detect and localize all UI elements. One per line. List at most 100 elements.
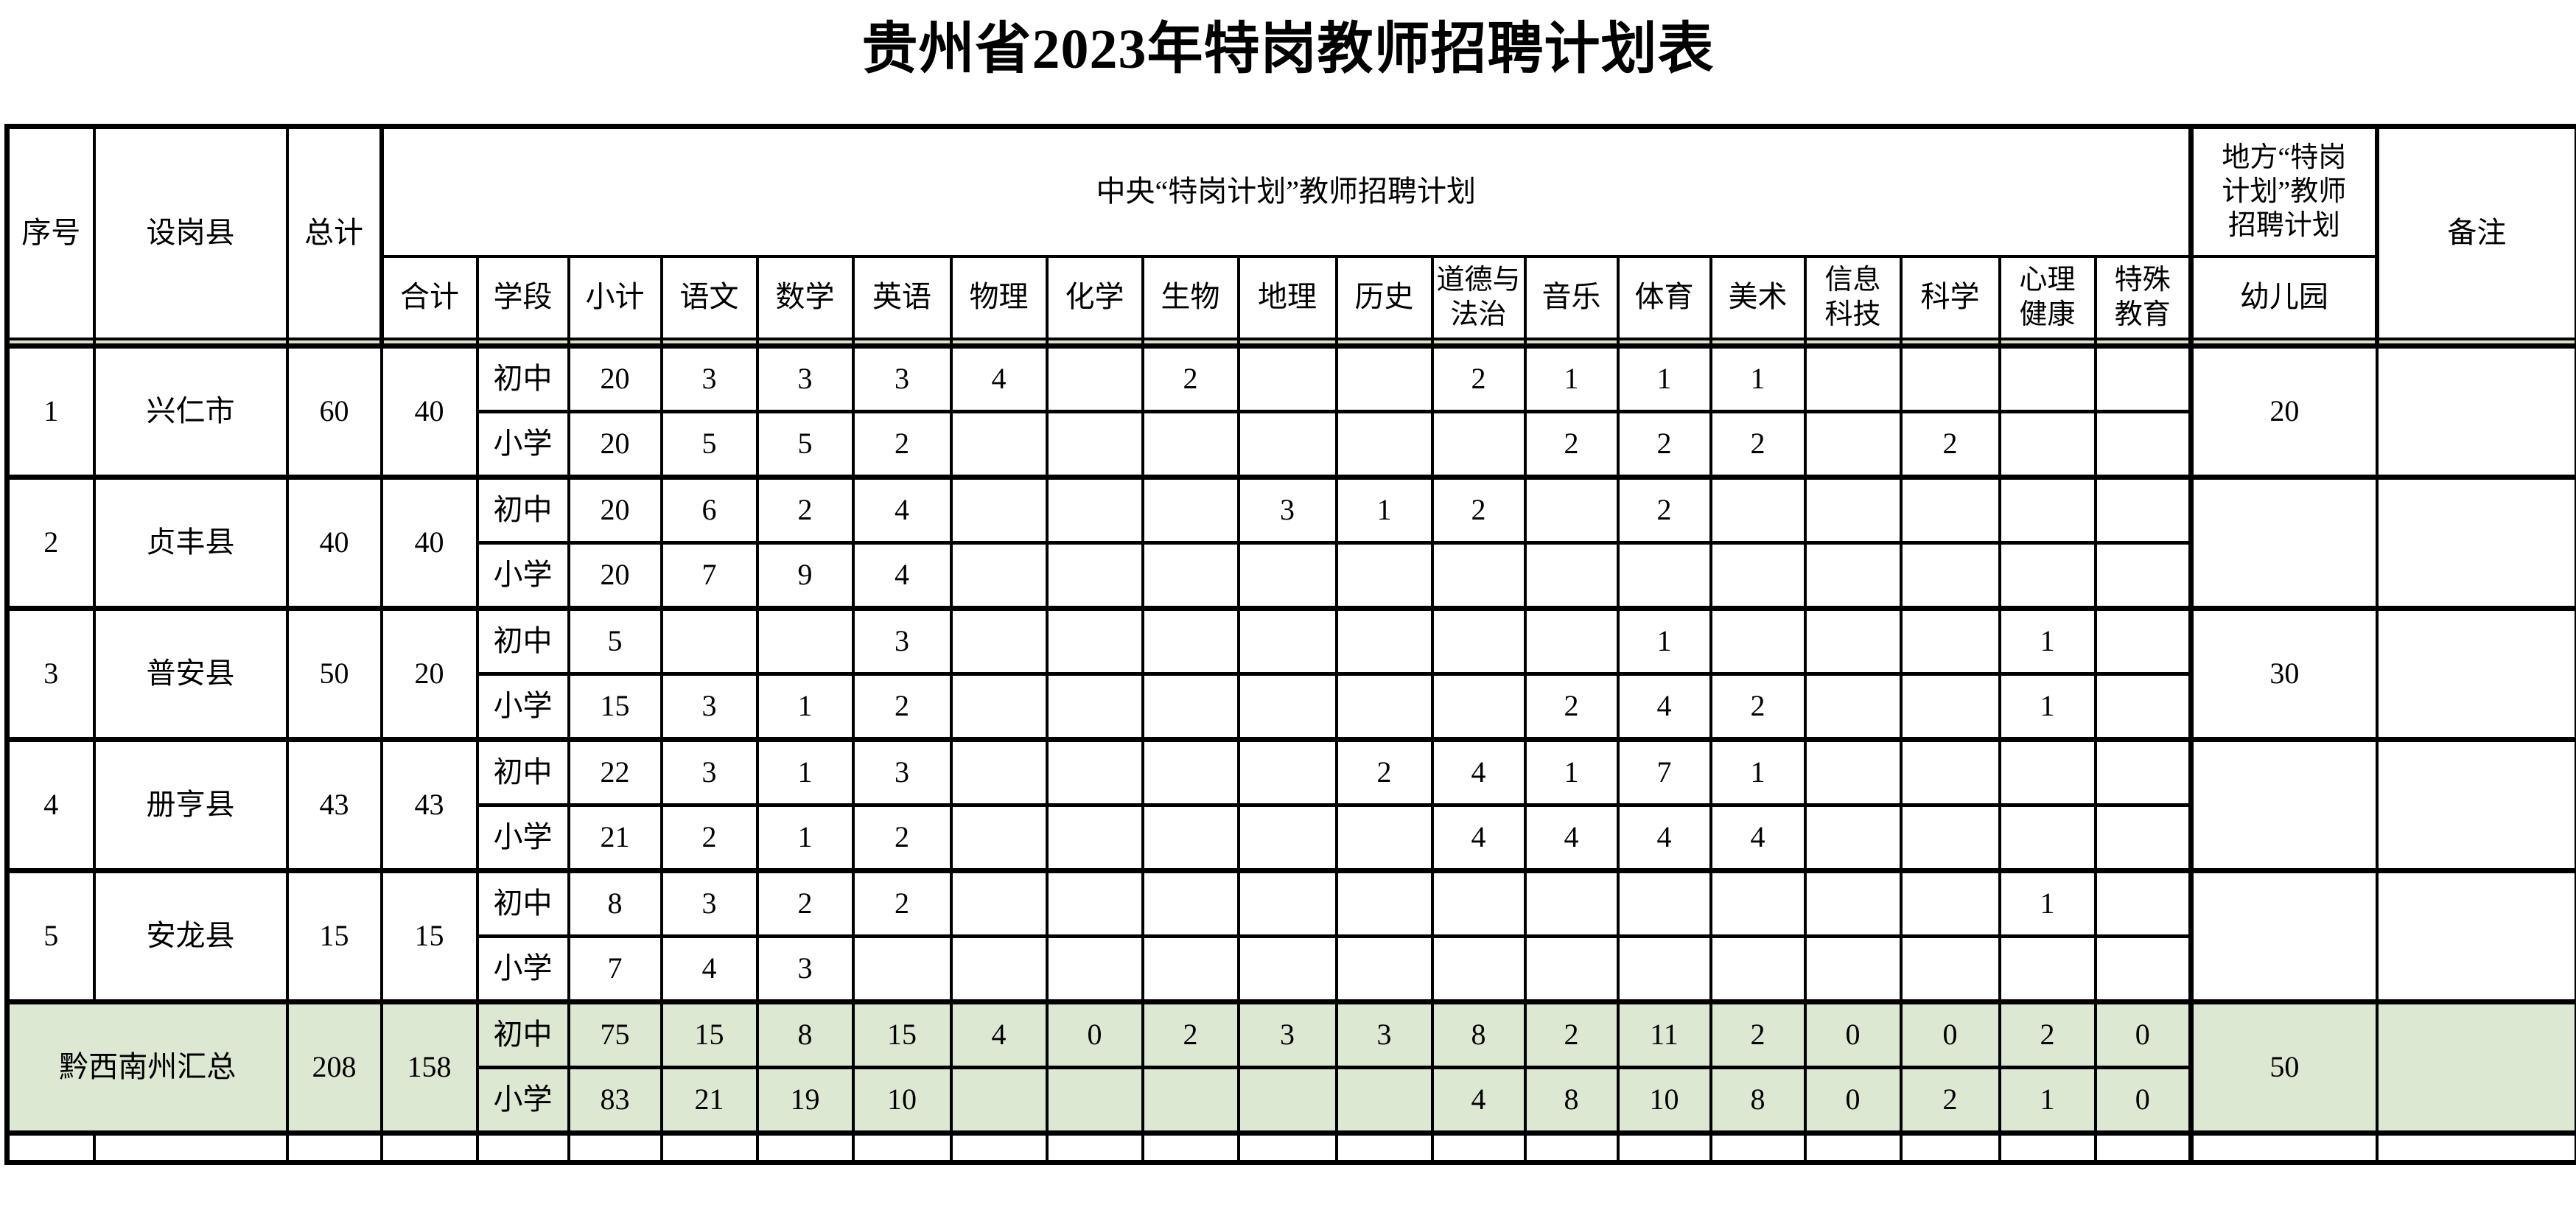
value-cell: 2 xyxy=(851,803,953,873)
value-cell: 1 xyxy=(1334,475,1434,545)
h1: 序号 设岗县 总计 中央“特岗计划”教师招聘计划 地方“特岗 计划”教师 招聘计划 备注 xyxy=(5,125,2576,340)
header-strip-cell xyxy=(475,338,570,349)
value-cell xyxy=(1236,343,1338,413)
data: 1 兴仁市 60 40 初中 20 3 3 3 4 2 2 1 1 1 20 xyxy=(5,343,2576,479)
value-cell xyxy=(1236,1066,1338,1135)
header-strip-cell xyxy=(1709,338,1807,349)
remark-cell xyxy=(2375,999,2576,1135)
value-cell: 2 xyxy=(755,868,855,938)
value-cell xyxy=(1709,868,1807,938)
value-cell: 21 xyxy=(567,803,663,873)
value-cell xyxy=(2093,343,2193,413)
county-cell: 普安县 xyxy=(92,606,289,741)
header-subject: 美术 xyxy=(1709,254,1807,340)
value-cell: 8 xyxy=(1430,999,1527,1069)
kindergarten-cell: 50 xyxy=(2188,999,2379,1135)
value-cell: 2 xyxy=(1616,410,1712,479)
header-remark: 备注 xyxy=(2374,125,2576,340)
header-subject: 化学 xyxy=(1045,254,1144,340)
value-cell: 15 xyxy=(659,999,759,1069)
data: 小学 20 5 5 2 2 2 2 2 xyxy=(7,410,2576,479)
value-cell xyxy=(1803,410,1903,479)
value-cell: 21 xyxy=(659,1066,759,1135)
header-strip-cell xyxy=(1236,338,1338,349)
value-cell: 4 xyxy=(659,934,759,1004)
cut-row-cell xyxy=(379,1130,479,1163)
value-cell xyxy=(659,606,759,676)
value-cell xyxy=(1998,934,2097,1004)
header-strip-cell xyxy=(1334,338,1434,349)
kindergarten-cell: 20 xyxy=(2188,343,2379,479)
cut-row-cell xyxy=(1803,1130,1903,1163)
header-strip-cell xyxy=(567,338,663,349)
value-cell xyxy=(1045,541,1144,610)
value-cell: 7 xyxy=(567,934,663,1004)
value-cell xyxy=(1899,475,2001,545)
value-cell: 3 xyxy=(1236,475,1338,545)
value-cell: 2 xyxy=(755,475,855,545)
header-seq: 序号 xyxy=(5,125,96,340)
value-cell: 2 xyxy=(1709,999,1807,1069)
value-cell: 2 xyxy=(1430,343,1527,413)
value-cell xyxy=(1709,606,1807,676)
header-strip-cell xyxy=(949,338,1049,349)
value-cell xyxy=(1236,410,1338,479)
header-strip-cell xyxy=(92,338,289,349)
value-cell: 4 xyxy=(1430,803,1527,873)
value-cell: 3 xyxy=(755,343,855,413)
cut-row-cell xyxy=(567,1130,663,1163)
header-strip-cell xyxy=(5,338,96,349)
header-subject: 音乐 xyxy=(1523,254,1620,340)
header-central-group: 中央“特岗计划”教师招聘计划 xyxy=(379,125,2193,258)
value-cell xyxy=(1899,868,2001,938)
cut-row-cell xyxy=(1709,1130,1807,1163)
value-cell: 19 xyxy=(755,1066,855,1135)
value-cell xyxy=(2093,475,2193,545)
value-cell xyxy=(1236,868,1338,938)
value-cell: 3 xyxy=(659,672,759,741)
value-cell xyxy=(1334,868,1434,938)
value-cell: 1 xyxy=(1616,343,1712,413)
value-cell: 0 xyxy=(1899,999,2001,1069)
stage-cell: 初中 xyxy=(475,999,570,1069)
data: 3 普安县 50 20 初中 5 3 1 1 30 xyxy=(5,606,2576,741)
data: 小学 7 4 3 xyxy=(7,934,2576,1004)
value-cell xyxy=(1998,803,2097,873)
value-cell xyxy=(755,606,855,676)
cut-row-cell xyxy=(1523,1130,1620,1163)
data: 小学 20 7 9 4 xyxy=(7,541,2576,610)
value-cell: 3 xyxy=(659,868,759,938)
value-cell xyxy=(1141,934,1240,1004)
value-cell: 4 xyxy=(1616,672,1712,741)
value-cell: 0 xyxy=(1803,999,1903,1069)
value-cell xyxy=(1141,475,1240,545)
value-cell: 3 xyxy=(1236,999,1338,1069)
value-cell: 2 xyxy=(1709,672,1807,741)
value-cell xyxy=(1998,541,2097,610)
header-strip-cell xyxy=(851,338,953,349)
value-cell xyxy=(1899,934,2001,1004)
value-cell xyxy=(1236,672,1338,741)
header-stage: 学段 xyxy=(475,254,570,340)
value-cell: 8 xyxy=(567,868,663,938)
stage-cell: 小学 xyxy=(475,803,570,873)
data: 5 安龙县 15 15 初中 8 3 2 2 1 xyxy=(5,868,2576,1004)
value-cell xyxy=(1334,672,1434,741)
header-subject: 小计 xyxy=(567,254,663,340)
header-strip-cell xyxy=(1045,338,1144,349)
value-cell xyxy=(1430,606,1527,676)
value-cell: 0 xyxy=(1045,999,1144,1069)
stage-cell: 初中 xyxy=(475,737,570,807)
value-cell: 2 xyxy=(851,410,953,479)
value-cell xyxy=(1334,606,1434,676)
header-subject: 地理 xyxy=(1236,254,1338,340)
header-subject: 科学 xyxy=(1899,254,2001,340)
cut-row-cell xyxy=(2375,1130,2576,1163)
cut-row-cell xyxy=(475,1130,570,1163)
header-subject: 物理 xyxy=(949,254,1049,340)
value-cell: 5 xyxy=(659,410,759,479)
header-total: 总计 xyxy=(285,125,383,340)
value-cell xyxy=(1334,934,1434,1004)
header-subject: 数学 xyxy=(755,254,855,340)
value-cell xyxy=(1430,934,1527,1004)
